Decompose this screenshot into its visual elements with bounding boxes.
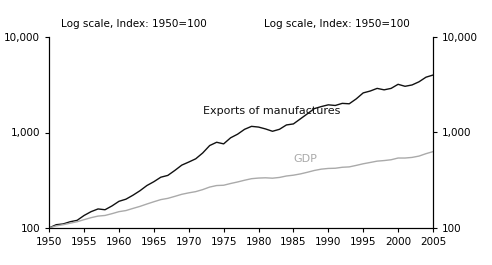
- Text: Log scale, Index: 1950=100: Log scale, Index: 1950=100: [61, 19, 207, 29]
- Text: GDP: GDP: [293, 154, 317, 164]
- Text: Exports of manufactures: Exports of manufactures: [203, 106, 340, 116]
- Text: Log scale, Index: 1950=100: Log scale, Index: 1950=100: [264, 19, 410, 29]
